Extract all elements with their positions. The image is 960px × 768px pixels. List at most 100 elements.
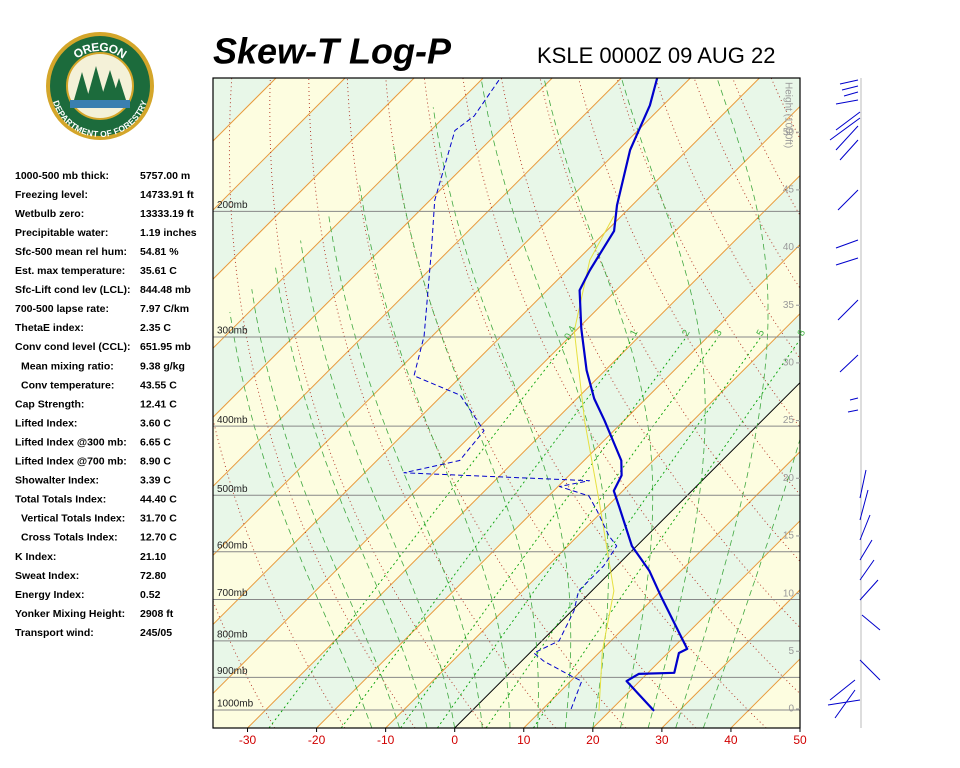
moist-adiabat — [275, 266, 428, 728]
y-tick-label: 1000mb — [217, 699, 254, 710]
mixing-ratio-line — [533, 338, 800, 728]
index-value: 54.81 % — [140, 246, 179, 258]
logo-top-text: OREGON — [71, 40, 129, 62]
y2-axis-label: Height (1000ft) — [782, 82, 793, 148]
y2-tick-label: 50 — [783, 127, 795, 138]
moist-adiabat — [393, 146, 539, 728]
isotherm — [213, 78, 760, 626]
isotherm — [213, 78, 415, 280]
index-value: 0.52 — [140, 589, 161, 601]
isotherm — [213, 78, 622, 488]
moist-adiabat — [358, 181, 511, 728]
moist-adiabat — [702, 437, 800, 728]
y-tick-label: 400mb — [217, 415, 248, 426]
index-value: 245/05 — [140, 627, 172, 639]
index-label: Energy Index: — [15, 589, 84, 601]
moist-adiabat — [432, 107, 572, 728]
y2-tick-label: 40 — [783, 242, 795, 253]
x-tick-label: -10 — [377, 733, 395, 747]
index-label: 1000-500 mb thick: — [15, 170, 109, 182]
index-label: Total Totals Index: — [15, 494, 106, 506]
axes: 0.4 1 2 3 5 8200mb300mb400mb500mb600mb700mb80… — [217, 82, 808, 747]
y-tick-label: 600mb — [217, 540, 248, 551]
dry-adiabat — [578, 78, 800, 496]
mixing-ratio-line — [400, 337, 686, 728]
dry-adiabat — [887, 78, 960, 728]
sounding-line — [573, 215, 615, 711]
y2-tick-label: 20 — [783, 473, 795, 484]
dry-adiabat — [462, 78, 800, 695]
index-label: ThetaE index: — [15, 322, 84, 334]
index-label: Showalter Index: — [15, 475, 99, 487]
isotherm — [213, 78, 553, 418]
mixing-ratio-line — [485, 337, 761, 728]
index-label: Conv temperature: — [21, 379, 114, 391]
x-tick-label: 30 — [655, 733, 669, 747]
index-value: 651.95 mb — [140, 341, 191, 353]
dry-adiabat — [346, 78, 627, 728]
dry-adiabat — [616, 78, 800, 428]
isotherm — [213, 78, 346, 211]
index-label: Sfc-Lift cond lev (LCL): — [15, 284, 131, 296]
x-tick-label: 40 — [724, 733, 738, 747]
index-value: 3.39 C — [140, 475, 171, 487]
dry-adiabat — [925, 78, 960, 728]
y-tick-label: 800mb — [217, 629, 248, 640]
index-label: K Index: — [15, 551, 56, 563]
isotherm-band — [213, 106, 800, 728]
y2-tick-label: 10 — [783, 588, 795, 599]
mixing-ratio-line — [268, 337, 571, 728]
mixing-ratio-label: 2 — [680, 328, 693, 338]
index-value: 43.55 C — [140, 379, 177, 391]
x-tick-label: 20 — [586, 733, 600, 747]
dry-adiabat — [810, 78, 960, 728]
logo: OREGON DEPARTMENT OF FORESTRY — [46, 32, 154, 140]
index-value: 5757.00 m — [140, 170, 190, 182]
isotherm — [454, 381, 800, 728]
y2-tick-label: 35 — [783, 300, 795, 311]
isotherm — [213, 78, 484, 349]
logo-water — [70, 100, 130, 108]
y2-tick-label: 30 — [783, 358, 795, 369]
index-value: 844.48 mb — [140, 284, 191, 296]
isotherm — [213, 105, 800, 695]
index-label: Est. max temperature: — [15, 265, 125, 277]
isotherm — [592, 520, 800, 728]
sounding-line — [578, 78, 689, 712]
x-tick-label: -20 — [308, 733, 326, 747]
index-label: Lifted Index @700 mb: — [15, 456, 127, 468]
wind-barbs — [827, 78, 881, 728]
index-value: 72.80 — [140, 570, 166, 582]
index-label: Lifted Index: — [15, 417, 77, 429]
mixing-ratio-label: 3 — [712, 328, 725, 338]
isotherm-band — [213, 78, 800, 694]
index-value: 21.10 — [140, 551, 166, 563]
chart-title: Skew-T Log-P — [213, 31, 452, 72]
chart-subtitle: KSLE 0000Z 09 AUG 22 — [537, 43, 776, 68]
index-label: Mean mixing ratio: — [21, 360, 114, 372]
mixing-ratio-label: 5 — [755, 328, 768, 338]
index-value: 44.40 C — [140, 494, 177, 506]
index-value: 2.35 C — [140, 322, 171, 334]
plot-data — [403, 78, 689, 712]
moist-adiabat — [621, 78, 706, 728]
index-label: Cross Totals Index: — [21, 532, 118, 544]
plot-frame — [212, 77, 801, 729]
index-label: Yonker Mixing Height: — [15, 608, 125, 620]
moist-adiabat — [229, 311, 373, 728]
isotherm — [799, 727, 800, 728]
index-value: 7.97 C/km — [140, 303, 189, 315]
moist-adiabat — [328, 214, 483, 728]
sounding-line — [403, 78, 618, 710]
isotherm-band — [800, 78, 960, 728]
y2-tick-label: 5 — [788, 646, 794, 657]
isotherm — [247, 174, 800, 728]
x-tick-label: -30 — [239, 733, 257, 747]
index-value: 1.19 inches — [140, 227, 197, 239]
isotherm — [523, 451, 800, 728]
dry-adiabat — [848, 78, 960, 728]
index-label: Vertical Totals Index: — [21, 513, 125, 525]
y2-tick-label: 45 — [783, 185, 795, 196]
index-value: 13333.19 ft — [140, 208, 194, 220]
